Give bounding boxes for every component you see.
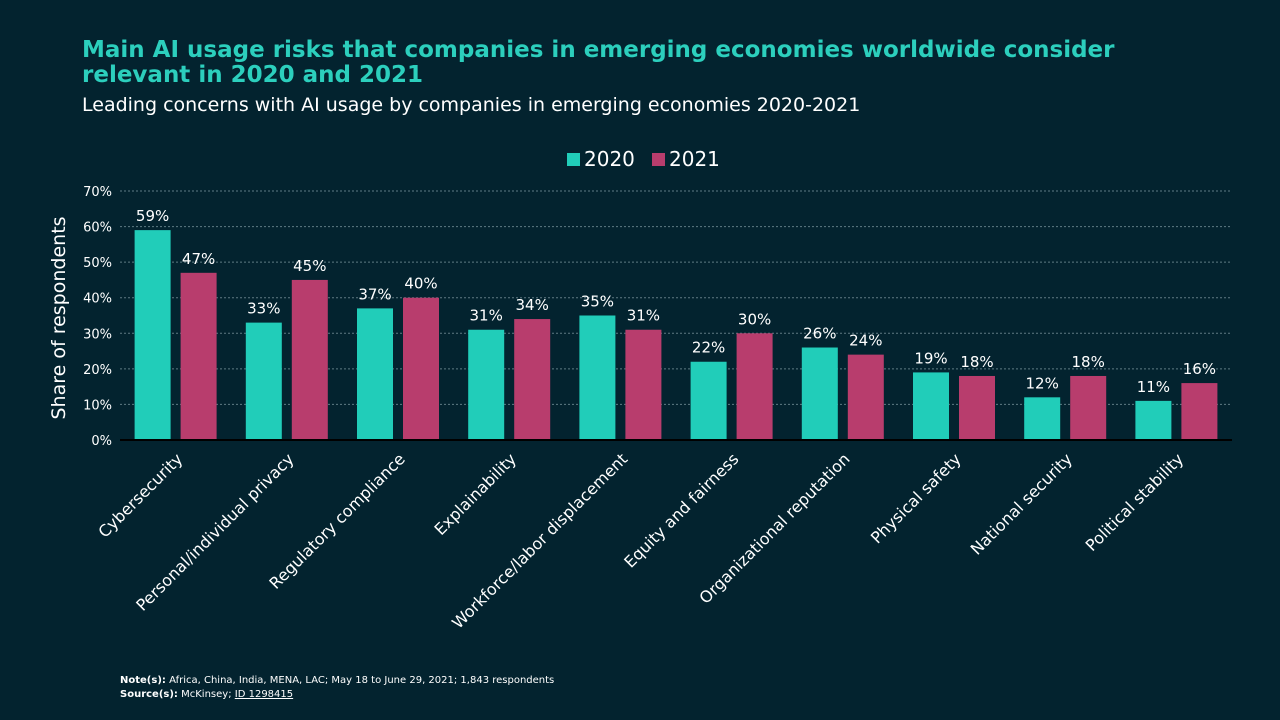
footer-note: Note(s): Africa, China, India, MENA, LAC… — [120, 674, 554, 688]
data-label: 11% — [1137, 378, 1170, 396]
data-label: 34% — [516, 296, 549, 314]
bars: 59% 47% 33% 45% 37% 40% 31% 34% 35% 31% 22% 30% 26% 2… — [134, 207, 1218, 440]
grid-lines — [120, 190, 1232, 405]
y-tick-label: 20% — [83, 363, 112, 378]
bar-2020 — [1024, 397, 1061, 440]
data-label: 45% — [293, 257, 326, 275]
data-label: 19% — [914, 349, 947, 367]
data-label: 18% — [960, 353, 993, 371]
chart-footer: Note(s): Africa, China, India, MENA, LAC… — [120, 674, 554, 702]
y-tick-label: 0% — [91, 434, 112, 449]
y-tick-label: 10% — [83, 398, 112, 413]
chart-legend: 2020 2021 — [567, 147, 720, 171]
x-tick-label: Explainability — [431, 449, 521, 539]
legend-label-2021: 2021 — [669, 147, 720, 171]
bar-2020 — [801, 347, 838, 440]
source-label: Source(s): — [120, 689, 178, 700]
bar-2021 — [403, 297, 439, 440]
bar-2020 — [913, 372, 949, 440]
data-label: 30% — [738, 310, 771, 328]
x-tick-label: Political stability — [1082, 449, 1188, 555]
data-label: 40% — [404, 275, 437, 293]
bar-2021 — [959, 375, 995, 440]
bar-2020 — [357, 308, 393, 440]
y-axis: 0% 10% 20% 30% 40% 50% 60% 70% Share of responde… — [48, 185, 112, 449]
y-tick-label: 50% — [83, 256, 112, 271]
x-tick-label: Workforce/labor displacement — [448, 449, 631, 632]
x-tick-label: National security — [967, 449, 1076, 558]
data-label: 16% — [1183, 360, 1216, 378]
bar-2021 — [847, 354, 884, 440]
data-label: 26% — [803, 325, 836, 343]
bar-2020 — [245, 322, 282, 440]
bar-2021 — [1070, 375, 1107, 440]
bar-2020 — [690, 361, 727, 440]
data-label: 59% — [136, 207, 169, 225]
footer-source: Source(s): McKinsey; ID 1298415 — [120, 688, 554, 702]
data-label: 22% — [692, 339, 725, 357]
legend-swatch-2020 — [567, 153, 580, 166]
source-id-link[interactable]: ID 1298415 — [234, 689, 294, 700]
x-tick-label: Cybersecurity — [94, 449, 186, 541]
chart-title: Main AI usage risks that companies in em… — [82, 37, 1115, 88]
x-tick-label: Physical safety — [867, 449, 965, 547]
bar-2021 — [514, 319, 551, 440]
y-tick-label: 60% — [83, 221, 112, 236]
data-label: 47% — [182, 250, 215, 268]
data-label: 12% — [1026, 374, 1059, 392]
source-text: McKinsey; — [181, 689, 232, 700]
note-label: Note(s): — [120, 675, 166, 686]
bar-2020 — [579, 315, 616, 440]
data-label: 35% — [581, 293, 614, 311]
bar-2020 — [468, 329, 505, 440]
data-label: 33% — [247, 300, 280, 318]
bar-2020 — [134, 230, 171, 440]
bar-2021 — [180, 272, 217, 440]
data-label: 31% — [627, 307, 660, 325]
bar-2021 — [1181, 383, 1218, 440]
y-axis-label: Share of respondents — [48, 216, 70, 419]
legend-label-2020: 2020 — [584, 147, 635, 171]
note-text: Africa, China, India, MENA, LAC; May 18 … — [169, 675, 555, 686]
bar-2020 — [1135, 400, 1172, 440]
y-tick-label: 70% — [83, 185, 112, 200]
y-tick-label: 30% — [83, 327, 112, 342]
x-tick-label: Equity and fairness — [620, 449, 742, 571]
data-label: 18% — [1072, 353, 1105, 371]
chart-subtitle: Leading concerns with AI usage by compan… — [82, 94, 861, 116]
y-tick-label: 40% — [83, 292, 112, 307]
bar-2021 — [291, 279, 328, 440]
data-label: 31% — [470, 307, 503, 325]
legend-swatch-2021 — [652, 153, 665, 166]
data-label: 37% — [358, 285, 391, 303]
bar-2021 — [625, 329, 662, 440]
data-label: 24% — [849, 332, 882, 350]
bar-2021 — [736, 333, 773, 440]
